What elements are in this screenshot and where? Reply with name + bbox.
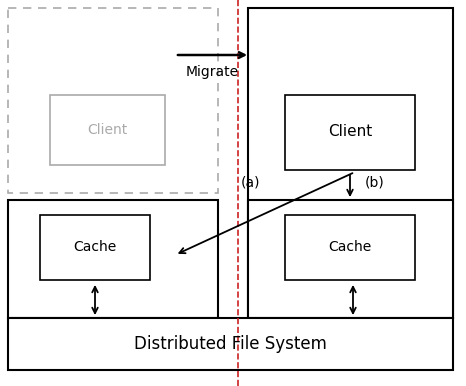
Bar (40, 215, 150, 280)
Text: Cache: Cache (329, 240, 371, 254)
Text: Client: Client (328, 125, 372, 139)
Text: (b): (b) (365, 175, 385, 189)
Bar (8, 8, 218, 193)
Bar (8, 318, 453, 370)
Bar (50, 95, 165, 165)
Bar (248, 200, 453, 318)
Text: (a): (a) (240, 175, 260, 189)
Bar (285, 95, 415, 170)
Text: Distributed File System: Distributed File System (134, 335, 327, 353)
Text: Client: Client (87, 123, 127, 137)
Text: Cache: Cache (73, 240, 116, 254)
Text: Migrate: Migrate (185, 65, 239, 79)
Bar (8, 200, 218, 318)
Bar (248, 8, 453, 318)
Bar (285, 215, 415, 280)
